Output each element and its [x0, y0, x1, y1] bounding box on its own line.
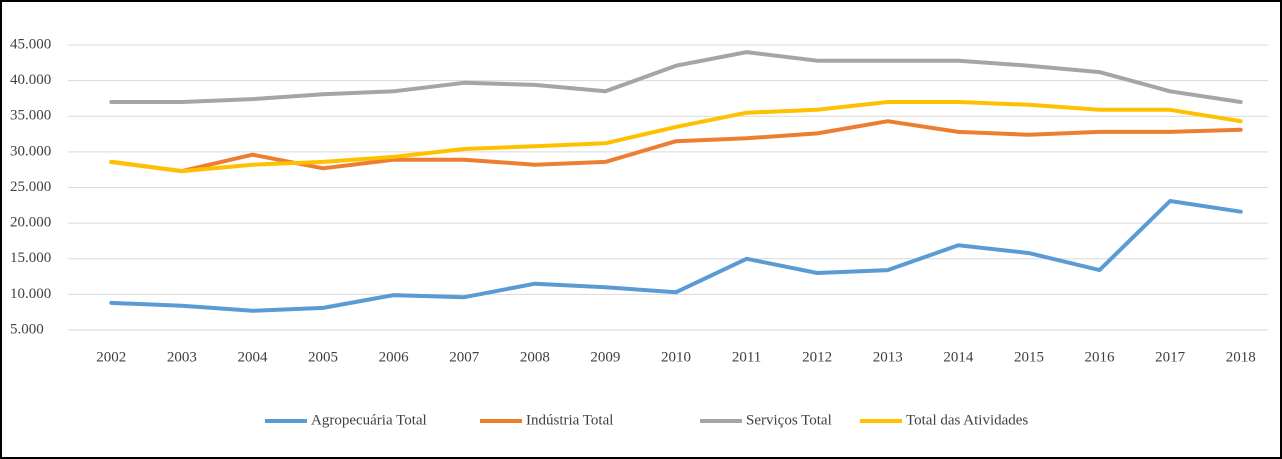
legend-label: Indústria Total: [526, 412, 613, 428]
x-tick-label: 2008: [520, 349, 550, 365]
x-tick-label: 2006: [379, 349, 410, 365]
x-tick-label: 2005: [308, 349, 338, 365]
y-tick-label: 45.000: [10, 36, 51, 52]
y-tick-label: 35.000: [10, 108, 51, 124]
series-line: [109, 199, 1243, 313]
x-tick-label: 2009: [590, 349, 620, 365]
series-line: [109, 50, 1243, 104]
y-tick-label: 40.000: [10, 72, 51, 88]
y-tick-label: 15.000: [10, 250, 51, 266]
x-tick-label: 2017: [1155, 349, 1186, 365]
x-tick-label: 2016: [1085, 349, 1116, 365]
x-tick-label: 2015: [1014, 349, 1044, 365]
legend-label: Serviços Total: [746, 412, 832, 428]
y-tick-label: 10.000: [10, 286, 51, 302]
x-tick-label: 2003: [167, 349, 197, 365]
x-tick-label: 2010: [661, 349, 691, 365]
y-tick-label: 5.000: [10, 321, 44, 337]
x-tick-label: 2004: [237, 349, 268, 365]
x-tick-label: 2012: [802, 349, 832, 365]
x-tick-label: 2014: [943, 349, 974, 365]
x-tick-label: 2011: [732, 349, 761, 365]
x-tick-label: 2013: [873, 349, 903, 365]
y-tick-label: 30.000: [10, 143, 51, 159]
y-tick-label: 25.000: [10, 179, 51, 195]
y-tick-label: 20.000: [10, 215, 51, 231]
series-line: [109, 100, 1243, 174]
legend-label: Total das Atividades: [906, 412, 1028, 428]
legend-label: Agropecuária Total: [311, 412, 427, 428]
x-tick-label: 2018: [1226, 349, 1256, 365]
x-tick-label: 2002: [96, 349, 126, 365]
x-tick-label: 2007: [449, 349, 480, 365]
